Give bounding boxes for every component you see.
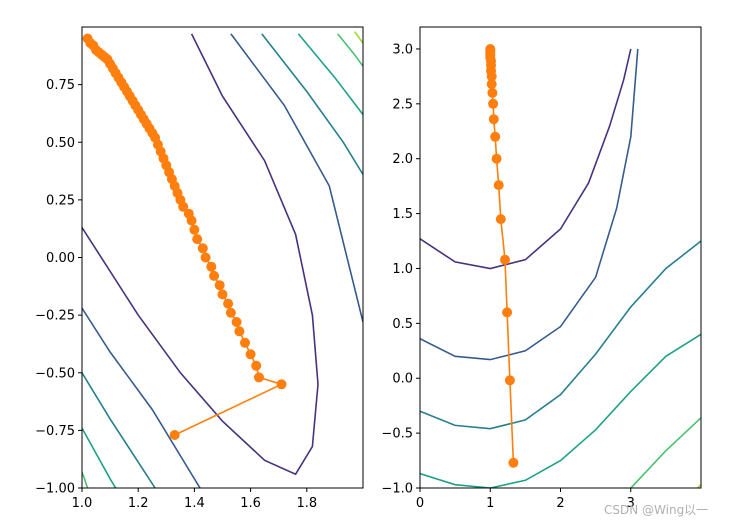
y-tick-label: −0.5 [381, 427, 413, 442]
contour-line-3 [420, 333, 701, 488]
trajectory-point [169, 430, 180, 440]
contour-line-4 [261, 33, 363, 175]
y-tick-label: −1.00 [35, 482, 75, 497]
trajectory-point [491, 153, 502, 164]
y-tick-label: 1.0 [392, 262, 413, 277]
contour-line-0 [420, 48, 632, 270]
contour-line-9 [353, 31, 363, 44]
trajectory-point [254, 372, 264, 383]
trajectory-point [245, 349, 256, 360]
y-tick-label: −0.50 [35, 366, 75, 381]
contour-line-1 [82, 307, 201, 488]
y-tick-label: 2.5 [392, 97, 413, 112]
trajectory-point [251, 360, 262, 371]
trajectory-point [488, 114, 499, 125]
trajectory-point [500, 254, 510, 265]
y-tick-label: −0.25 [35, 309, 75, 324]
trajectory-point [508, 457, 519, 468]
x-tick-label: 1.0 [72, 496, 93, 511]
contour-line-0 [82, 33, 319, 476]
plot-area [420, 44, 701, 488]
trajectory-point [231, 317, 242, 327]
trajectory-line [86, 38, 284, 436]
x-tick-label: 0 [416, 496, 424, 511]
y-tick-label: 0.5 [392, 317, 413, 332]
trajectory-point [189, 224, 200, 235]
y-tick-label: 0.0 [392, 372, 413, 387]
contour-line-1 [420, 48, 639, 361]
y-tick-label: 0.50 [46, 136, 75, 151]
trajectory-point [214, 280, 225, 291]
trajectory-point [209, 270, 220, 281]
trajectory-point [82, 33, 93, 44]
left-plot: 1.0 1.2 1.4 1.6 1.8 −1.00 −0.75 −0.50 −0.25 0.00 0… [35, 26, 364, 511]
y-tick-label: 2.0 [392, 152, 413, 167]
watermark-text: CSDN @Wing以一 [604, 503, 708, 517]
contour-line-4 [630, 417, 701, 488]
y-tick-label: −1.0 [381, 482, 413, 497]
contour-line-5 [82, 427, 117, 488]
trajectory-point [487, 87, 498, 98]
axes-frame [419, 26, 702, 489]
trajectory-point [200, 252, 211, 263]
trajectory-point [183, 208, 194, 219]
contour-line-8 [337, 33, 363, 67]
x-tick-label: 1 [486, 496, 494, 511]
contour-line-5 [696, 484, 701, 488]
y-tick-label: 1.5 [392, 207, 413, 222]
contour-line-2 [420, 240, 701, 430]
contour-line-3 [82, 372, 156, 488]
trajectory-point [504, 375, 515, 386]
x-tick-label: 1.4 [184, 496, 205, 511]
contour-line-6 [297, 33, 363, 116]
trajectory-point [197, 243, 208, 254]
trajectory-point [234, 326, 245, 337]
x-tick-label: 1.6 [240, 496, 261, 511]
y-tick-label: 0.75 [46, 78, 75, 93]
trajectory-point [192, 234, 203, 245]
trajectory-point [488, 98, 499, 109]
trajectory-point [485, 44, 496, 54]
trajectory-point [495, 214, 506, 225]
x-tick-label: 3 [627, 496, 635, 511]
contour-line-7 [82, 471, 89, 488]
trajectory-point [276, 379, 287, 390]
plot-area [82, 31, 363, 488]
trajectory-point [240, 337, 250, 348]
y-tick-label: 3.0 [392, 42, 413, 57]
trajectory-point [225, 307, 236, 318]
y-tick-label: 0.25 [46, 193, 75, 208]
x-tick-label: 2 [556, 496, 564, 511]
contour-line-2 [230, 33, 363, 323]
trajectory-point [486, 79, 497, 90]
x-tick-label: 1.2 [128, 496, 149, 511]
trajectory-point [206, 261, 217, 272]
y-tick-label: −0.75 [35, 424, 75, 439]
trajectory-point [490, 131, 501, 142]
trajectory-point [493, 180, 504, 191]
trajectory-point [217, 289, 228, 300]
right-plot: 0 1 2 3 −1.0 −0.5 0.0 0.5 1.0 1.5 2.0 2.5 3.0 [381, 26, 702, 511]
trajectory-point [502, 307, 513, 318]
trajectory-point [223, 298, 234, 309]
y-tick-label: 0.00 [46, 251, 75, 266]
x-tick-label: 1.8 [296, 496, 317, 511]
